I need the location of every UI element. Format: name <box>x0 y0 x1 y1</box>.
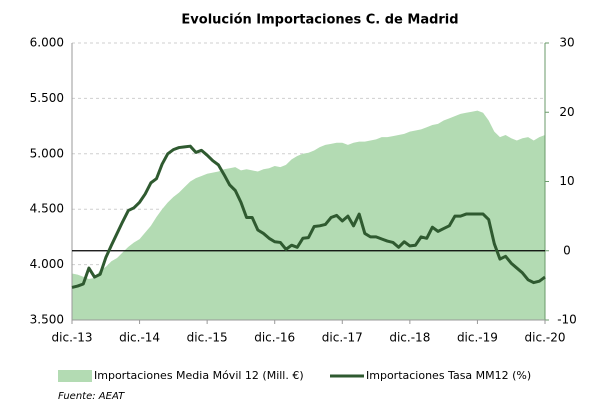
y-tick-label: 4.000 <box>30 257 64 271</box>
line <box>71 144 546 289</box>
x-tick-label: dic.-18 <box>389 331 430 345</box>
area <box>72 110 545 320</box>
x-tick-label: dic.-16 <box>254 331 295 345</box>
y2-tick-label: -10 <box>557 313 577 327</box>
x-tick-label: dic.-15 <box>187 331 228 345</box>
y-tick-label: 5.000 <box>30 146 64 160</box>
source-note: Fuente: AEAT <box>58 391 125 402</box>
x-tick-label: dic.-14 <box>119 331 160 345</box>
chart-title: Evolución Importaciones C. de Madrid <box>181 13 458 28</box>
y-tick-label: 5.500 <box>30 91 64 105</box>
y2-tick-label: 30 <box>559 36 574 50</box>
x-tick-label: dic.-19 <box>457 331 498 345</box>
y2-tick-label: 10 <box>559 174 574 188</box>
x-tick-label: dic.-13 <box>52 331 93 345</box>
x-tick-label: dic.-17 <box>322 331 363 345</box>
y-tick-label: 4.500 <box>30 202 64 216</box>
x-tick-label: dic.-20 <box>525 331 566 345</box>
legend-label: Importaciones Media Móvil 12 (Mill. €) <box>94 369 304 382</box>
y-tick-label: 3.500 <box>30 313 64 327</box>
legend-swatch <box>58 370 92 382</box>
legend-label: Importaciones Tasa MM12 (%) <box>366 369 531 382</box>
y2-tick-label: 20 <box>559 105 574 119</box>
y2-tick-label: 0 <box>563 243 571 257</box>
y-tick-label: 6.000 <box>30 36 64 50</box>
